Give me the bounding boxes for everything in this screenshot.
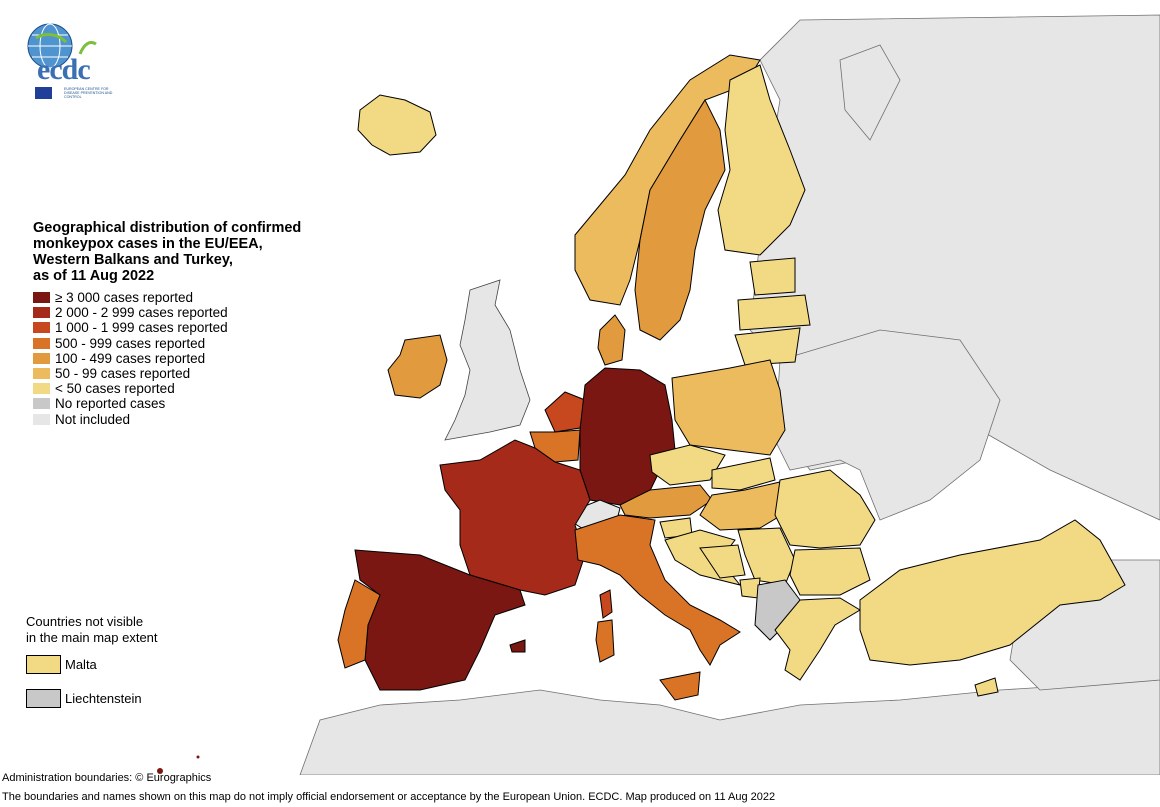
legend-item: 100 - 499 cases reported bbox=[33, 351, 343, 366]
sardinia bbox=[595, 619, 615, 663]
bosnia bbox=[699, 544, 746, 579]
united-kingdom bbox=[444, 279, 531, 441]
ecdc-logo-word: ecdc bbox=[37, 53, 91, 86]
legend-label: 2 000 - 2 999 cases reported bbox=[55, 305, 228, 321]
cyprus bbox=[974, 677, 999, 697]
legend-item: 1 000 - 1 999 cases reported bbox=[33, 320, 343, 335]
portugal bbox=[337, 579, 381, 669]
ecdc-logo: ecdc EUROPEAN CENTRE FOR DISEASE PREVENT… bbox=[18, 22, 118, 106]
legend-swatch bbox=[33, 413, 50, 425]
finland bbox=[717, 64, 806, 256]
legend-item: 500 - 999 cases reported bbox=[33, 336, 343, 351]
legend-label: ≥ 3 000 cases reported bbox=[55, 290, 193, 306]
legend-title-line: Western Balkans and Turkey, bbox=[33, 252, 233, 268]
legend-swatch bbox=[33, 383, 50, 395]
legend-label: 100 - 499 cases reported bbox=[55, 350, 206, 366]
not-visible-swatch bbox=[26, 689, 61, 708]
not-visible-title-line: Countries not visible bbox=[26, 614, 144, 629]
germany bbox=[579, 367, 676, 506]
legend-label: Not included bbox=[55, 411, 131, 427]
legend-swatch bbox=[33, 337, 50, 349]
sicily bbox=[659, 671, 701, 701]
ireland bbox=[387, 334, 448, 399]
legend-item: 50 - 99 cases reported bbox=[33, 366, 343, 381]
legend-label: 50 - 99 cases reported bbox=[55, 366, 191, 382]
legend-item: < 50 cases reported bbox=[33, 381, 343, 396]
north-africa-region bbox=[299, 679, 1160, 775]
latvia bbox=[737, 294, 811, 331]
footer-disclaimer: The boundaries and names shown on this m… bbox=[2, 791, 776, 803]
footer-attribution: Administration boundaries: © Eurographic… bbox=[2, 772, 212, 784]
legend-label: No reported cases bbox=[55, 396, 166, 412]
not-visible-label: Malta bbox=[65, 657, 97, 672]
not-visible-title: Countries not visible in the main map ex… bbox=[26, 614, 226, 646]
not-visible-title-line: in the main map extent bbox=[26, 630, 158, 645]
balearic-islands bbox=[509, 639, 526, 653]
greece bbox=[774, 597, 861, 681]
legend-item: 2 000 - 2 999 cases reported bbox=[33, 305, 343, 320]
legend-title: Geographical distribution of confirmed m… bbox=[33, 220, 343, 284]
hungary bbox=[699, 481, 791, 531]
turkey bbox=[859, 519, 1126, 666]
legend-swatch bbox=[33, 307, 50, 319]
not-visible-swatch bbox=[26, 655, 61, 674]
legend-label: 1 000 - 1 999 cases reported bbox=[55, 320, 228, 336]
not-visible-label: Liechtenstein bbox=[65, 691, 142, 706]
ukraine-belarus-region bbox=[774, 329, 1001, 521]
czechia bbox=[649, 444, 726, 486]
legend-label: 500 - 999 cases reported bbox=[55, 335, 206, 351]
romania bbox=[774, 469, 876, 549]
legend-item: Not included bbox=[33, 412, 343, 427]
slovakia bbox=[711, 457, 776, 491]
legend-swatch bbox=[33, 368, 50, 380]
greenland-bits bbox=[839, 44, 901, 141]
legend-title-line: monkeypox cases in the EU/EEA, bbox=[33, 236, 263, 252]
legend-swatch bbox=[33, 322, 50, 334]
legend-label: < 50 cases reported bbox=[55, 381, 175, 397]
legend-swatch bbox=[33, 398, 50, 410]
lithuania bbox=[734, 327, 801, 366]
iceland bbox=[357, 94, 437, 156]
legend-title-line: as of 11 Aug 2022 bbox=[33, 268, 155, 284]
ecdc-logo-subtitle: EUROPEAN CENTRE FOR DISEASE PREVENTION A… bbox=[64, 87, 113, 99]
poland bbox=[671, 359, 786, 456]
not-visible-item-malta: Malta bbox=[26, 655, 97, 674]
not-visible-item-liechtenstein: Liechtenstein bbox=[26, 689, 142, 708]
legend-item: No reported cases bbox=[33, 396, 343, 411]
legend-title-line: Geographical distribution of confirmed bbox=[33, 220, 302, 236]
denmark bbox=[597, 314, 626, 366]
italy bbox=[574, 514, 741, 666]
europe-map bbox=[157, 14, 1160, 775]
globe-icon bbox=[27, 23, 97, 99]
austria bbox=[619, 484, 713, 519]
legend-swatch bbox=[33, 352, 50, 364]
legend-swatch bbox=[33, 292, 50, 304]
legend-item: ≥ 3 000 cases reported bbox=[33, 290, 343, 305]
netherlands bbox=[544, 391, 586, 433]
bulgaria bbox=[789, 547, 871, 596]
estonia bbox=[749, 257, 796, 296]
sweden bbox=[634, 98, 726, 341]
legend: Geographical distribution of confirmed m… bbox=[33, 220, 343, 427]
corsica bbox=[599, 589, 613, 619]
